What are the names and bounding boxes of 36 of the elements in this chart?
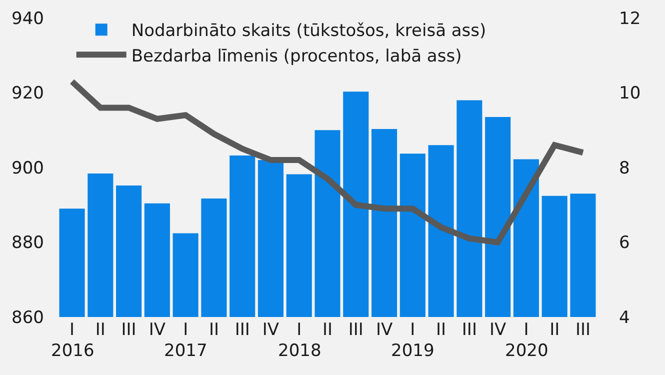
text: 2020 — [505, 341, 548, 361]
text: 2018 — [278, 341, 322, 361]
x-tick-label: III — [348, 320, 364, 340]
x-tick-label: IV — [376, 320, 393, 340]
text: 2019 — [391, 341, 434, 361]
y2-tick-label: 12 — [619, 8, 641, 29]
y-tick-label: 880 — [12, 233, 44, 254]
x-tick-label: II — [95, 320, 106, 340]
x-tick-label: IV — [262, 320, 280, 340]
x-tick-label: III — [575, 320, 590, 340]
y2-tick-label: 8 — [619, 158, 630, 178]
x-tick-label: I — [296, 320, 302, 340]
y2-tick-label: 10 — [619, 84, 641, 104]
y2-tick-label: 6 — [619, 233, 630, 254]
x-tick-label: III — [121, 320, 136, 340]
y-tick-label: 940 — [12, 8, 44, 29]
y-tick-label: 900 — [12, 158, 44, 178]
x-tick-label: I — [410, 320, 416, 340]
x-tick-label: II — [208, 320, 219, 340]
x-tick-label: I — [524, 320, 529, 340]
x-tick-label: I — [70, 320, 75, 340]
legend-label: Nodarbināto skaits (tūkstošos, kreisā ass) — [131, 21, 486, 42]
x-tick-label: I — [183, 320, 188, 340]
x-tick-label: IV — [148, 320, 166, 340]
legend-label: Bezdarba līmenis (procentos, labā ass) — [131, 46, 462, 66]
x-tick-label: II — [322, 320, 333, 340]
text: 2017 — [164, 341, 208, 361]
x-tick-label: III — [234, 320, 250, 340]
x-tick-label: III — [462, 320, 477, 340]
x-tick-label: IV — [489, 320, 506, 340]
y2-tick-label: 4 — [619, 308, 630, 328]
x-tick-label: II — [436, 320, 446, 340]
y-tick-label: 860 — [12, 308, 44, 328]
x-tick-label: II — [550, 320, 560, 340]
text: 2016 — [51, 341, 94, 361]
y-tick-label: 920 — [12, 84, 44, 104]
